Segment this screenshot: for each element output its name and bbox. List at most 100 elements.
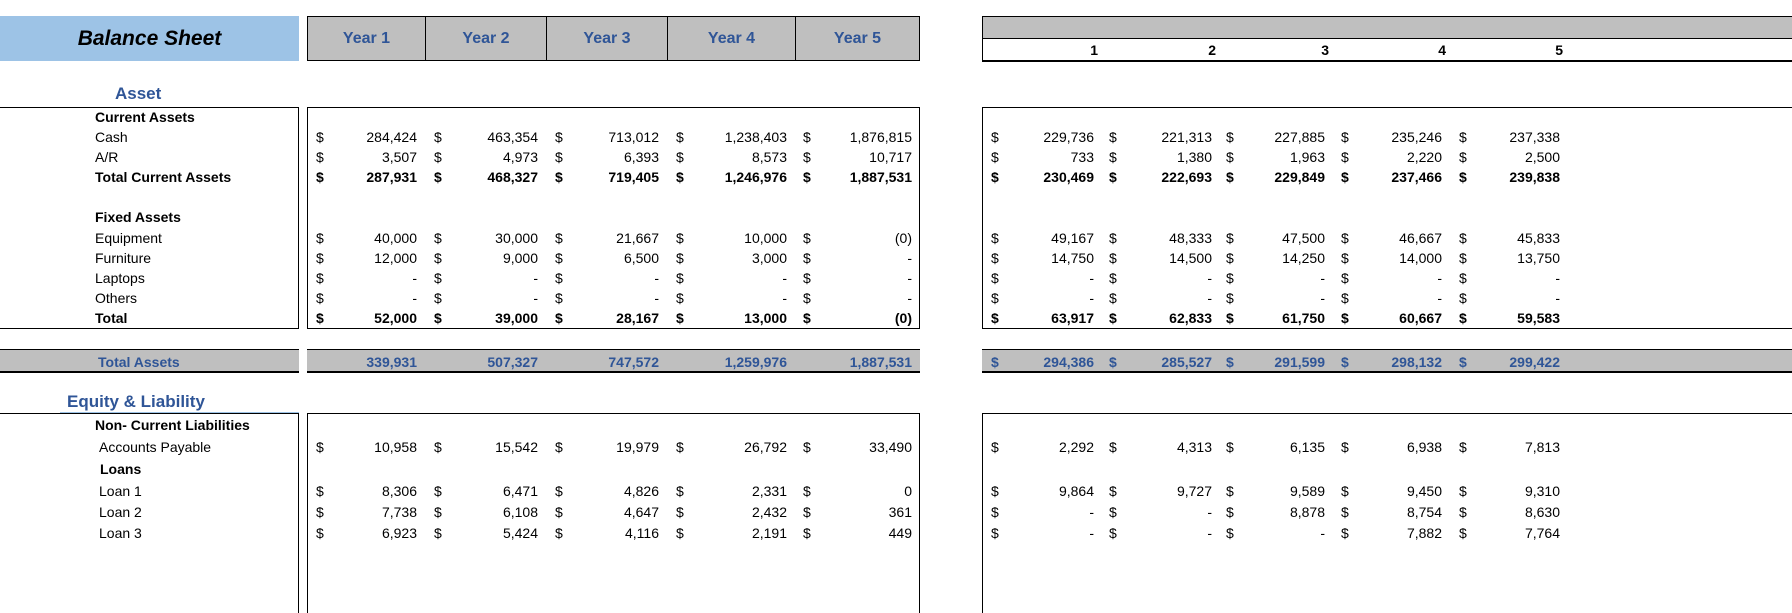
- year-cell-value[interactable]: 6,923: [381, 525, 417, 541]
- month-cell-value[interactable]: -: [1555, 290, 1560, 306]
- total-assets-year-value[interactable]: 1,887,531: [849, 354, 912, 370]
- month-cell-value[interactable]: -: [1207, 270, 1212, 286]
- year-cell-value[interactable]: 1,246,976: [724, 169, 787, 185]
- month-cell-value[interactable]: 48,333: [1169, 230, 1212, 246]
- month-cell-value[interactable]: -: [1207, 504, 1212, 520]
- month-cell-value[interactable]: 7,882: [1406, 525, 1442, 541]
- year-cell-value[interactable]: (0): [894, 230, 912, 246]
- year-cell-value[interactable]: 1,238,403: [724, 129, 787, 145]
- total-assets-year-value[interactable]: 339,931: [366, 354, 417, 370]
- year-cell-value[interactable]: 287,931: [366, 169, 417, 185]
- year-cell-value[interactable]: 13,000: [744, 310, 787, 326]
- year-cell-value[interactable]: 28,167: [616, 310, 659, 326]
- year-cell-value[interactable]: 713,012: [608, 129, 659, 145]
- year-cell-value[interactable]: 2,432: [751, 504, 787, 520]
- month-cell-value[interactable]: 62,833: [1169, 310, 1212, 326]
- year-header-1[interactable]: Year 1: [308, 17, 426, 60]
- year-cell-value[interactable]: 6,471: [502, 483, 538, 499]
- year-cell-value[interactable]: 6,393: [623, 149, 659, 165]
- year-cell-value[interactable]: 4,647: [623, 504, 659, 520]
- year-cell-value[interactable]: 52,000: [374, 310, 417, 326]
- year-cell-value[interactable]: 21,667: [616, 230, 659, 246]
- month-header-2[interactable]: 2: [1208, 42, 1216, 58]
- year-cell-value[interactable]: 6,500: [623, 250, 659, 266]
- month-header-5[interactable]: 5: [1555, 42, 1563, 58]
- month-cell-value[interactable]: 8,878: [1289, 504, 1325, 520]
- year-header-5[interactable]: Year 5: [833, 29, 882, 47]
- month-cell-value[interactable]: 227,885: [1274, 129, 1325, 145]
- year-cell-value[interactable]: 4,116: [625, 525, 659, 541]
- month-cell-value[interactable]: -: [1089, 290, 1094, 306]
- year-cell-value[interactable]: 468,327: [487, 169, 538, 185]
- year-cell-value[interactable]: 3,507: [381, 149, 417, 165]
- year-cell-value[interactable]: 19,979: [616, 439, 659, 455]
- total-assets-month-value[interactable]: 291,599: [1274, 354, 1325, 370]
- month-cell-value[interactable]: -: [1089, 525, 1094, 541]
- month-cell-value[interactable]: -: [1089, 270, 1094, 286]
- year-cell-value[interactable]: -: [533, 290, 538, 306]
- month-cell-value[interactable]: 229,736: [1043, 129, 1094, 145]
- month-cell-value[interactable]: 49,167: [1051, 230, 1094, 246]
- total-assets-month-value[interactable]: 294,386: [1043, 354, 1094, 370]
- month-cell-value[interactable]: 63,917: [1051, 310, 1094, 326]
- month-cell-value[interactable]: 14,250: [1282, 250, 1325, 266]
- year-cell-value[interactable]: 0: [904, 483, 912, 499]
- month-cell-value[interactable]: 13,750: [1517, 250, 1560, 266]
- month-cell-value[interactable]: 59,583: [1517, 310, 1560, 326]
- year-cell-value[interactable]: -: [412, 290, 417, 306]
- year-cell-value[interactable]: -: [654, 270, 659, 286]
- month-cell-value[interactable]: 733: [1070, 149, 1094, 165]
- month-cell-value[interactable]: -: [1089, 504, 1094, 520]
- year-cell-value[interactable]: 9,000: [502, 250, 538, 266]
- year-cell-value[interactable]: -: [533, 270, 538, 286]
- year-cell-value[interactable]: 6,108: [502, 504, 538, 520]
- year-cell-value[interactable]: 284,424: [366, 129, 417, 145]
- year-header-3[interactable]: Year 3: [547, 17, 668, 60]
- month-cell-value[interactable]: 14,000: [1399, 250, 1442, 266]
- month-cell-value[interactable]: -: [1555, 270, 1560, 286]
- year-cell-value[interactable]: 7,738: [381, 504, 417, 520]
- year-cell-value[interactable]: 719,405: [608, 169, 659, 185]
- month-cell-value[interactable]: 1,380: [1176, 149, 1212, 165]
- month-cell-value[interactable]: -: [1320, 525, 1325, 541]
- year-cell-value[interactable]: 10,958: [374, 439, 417, 455]
- year-cell-value[interactable]: 15,542: [495, 439, 538, 455]
- year-cell-value[interactable]: 26,792: [744, 439, 787, 455]
- month-cell-value[interactable]: 2,220: [1406, 149, 1442, 165]
- month-header-3[interactable]: 3: [1321, 42, 1329, 58]
- year-cell-value[interactable]: -: [782, 290, 787, 306]
- year-cell-value[interactable]: 40,000: [374, 230, 417, 246]
- year-cell-value[interactable]: 463,354: [487, 129, 538, 145]
- year-cell-value[interactable]: 8,306: [381, 483, 417, 499]
- month-cell-value[interactable]: 9,450: [1406, 483, 1442, 499]
- month-cell-value[interactable]: 4,313: [1176, 439, 1212, 455]
- month-cell-value[interactable]: 61,750: [1282, 310, 1325, 326]
- month-cell-value[interactable]: 9,727: [1176, 483, 1212, 499]
- month-cell-value[interactable]: 9,310: [1524, 483, 1560, 499]
- month-cell-value[interactable]: 222,693: [1161, 169, 1212, 185]
- month-cell-value[interactable]: 1,963: [1289, 149, 1325, 165]
- total-assets-year-value[interactable]: 507,327: [487, 354, 538, 370]
- year-cell-value[interactable]: 4,826: [623, 483, 659, 499]
- year-cell-value[interactable]: 12,000: [374, 250, 417, 266]
- month-cell-value[interactable]: 8,630: [1524, 504, 1560, 520]
- month-cell-value[interactable]: 235,246: [1391, 129, 1442, 145]
- year-cell-value[interactable]: 10,717: [869, 149, 912, 165]
- year-cell-value[interactable]: 39,000: [495, 310, 538, 326]
- total-assets-year-value[interactable]: 1,259,976: [724, 354, 787, 370]
- month-cell-value[interactable]: -: [1320, 270, 1325, 286]
- year-cell-value[interactable]: -: [654, 290, 659, 306]
- month-cell-value[interactable]: -: [1437, 290, 1442, 306]
- year-cell-value[interactable]: 361: [888, 504, 912, 520]
- month-cell-value[interactable]: 7,764: [1524, 525, 1560, 541]
- month-cell-value[interactable]: 239,838: [1509, 169, 1560, 185]
- month-cell-value[interactable]: 6,135: [1289, 439, 1325, 455]
- month-cell-value[interactable]: 47,500: [1282, 230, 1325, 246]
- year-cell-value[interactable]: -: [907, 270, 912, 286]
- year-cell-value[interactable]: 30,000: [495, 230, 538, 246]
- total-assets-month-value[interactable]: 298,132: [1391, 354, 1442, 370]
- year-cell-value[interactable]: -: [907, 290, 912, 306]
- total-assets-month-value[interactable]: 285,527: [1161, 354, 1212, 370]
- year-header-4[interactable]: Year 4: [668, 17, 796, 60]
- month-cell-value[interactable]: 46,667: [1399, 230, 1442, 246]
